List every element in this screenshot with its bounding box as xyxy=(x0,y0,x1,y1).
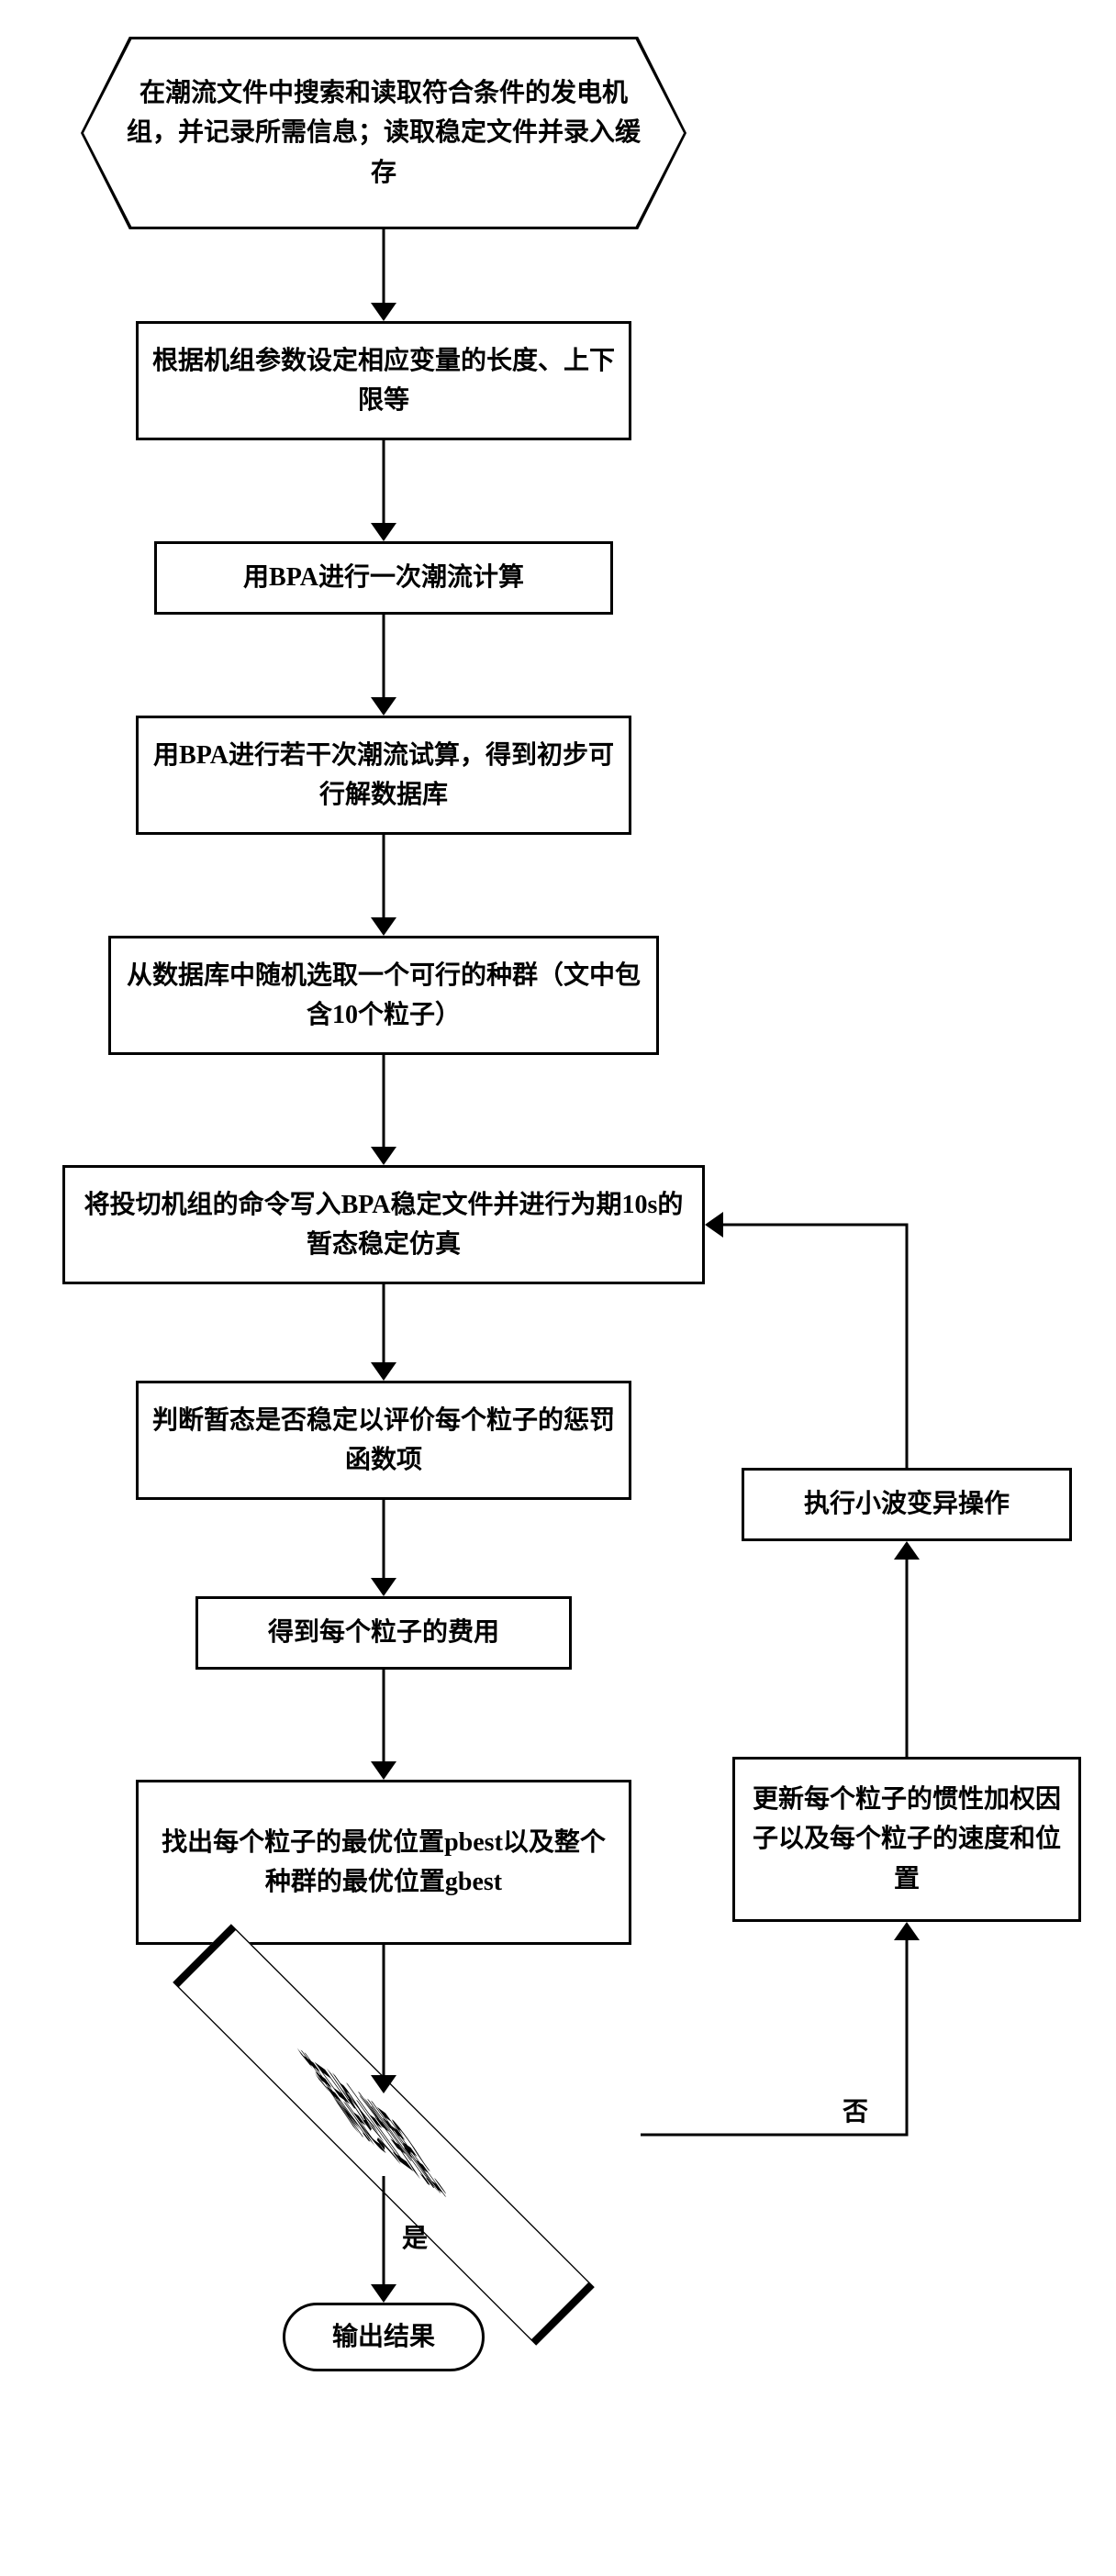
arrowhead xyxy=(371,2284,396,2303)
node-wavelet: 执行小波变异操作 xyxy=(742,1468,1072,1541)
arrowhead xyxy=(371,303,396,321)
arrowhead xyxy=(371,697,396,716)
node-update: 更新每个粒子的惯性加权因子以及每个粒子的速度和位置 xyxy=(732,1757,1081,1922)
node-p7: 得到每个粒子的费用 xyxy=(195,1596,572,1670)
node-start: 在潮流文件中搜索和读取符合条件的发电机组，并记录所需信息；读取稳定文件并录入缓存 xyxy=(81,37,686,229)
node-text: 根据机组参数设定相应变量的长度、上下限等 xyxy=(151,341,616,421)
node-p5: 将投切机组的命令写入BPA稳定文件并进行为期10s的暂态稳定仿真 xyxy=(62,1165,705,1284)
node-text: 在潮流文件中搜索和读取符合条件的发电机组，并记录所需信息；读取稳定文件并录入缓存 xyxy=(118,73,649,193)
node-text: 用BPA进行若干次潮流试算，得到初步可行解数据库 xyxy=(151,736,616,816)
node-p4: 从数据库中随机选取一个可行的种群（文中包含10个粒子） xyxy=(108,936,659,1055)
node-p6: 判断暂态是否稳定以评价每个粒子的惩罚函数项 xyxy=(136,1381,631,1500)
node-text: 满足终止判据？ xyxy=(279,2026,487,2245)
arrowhead xyxy=(371,523,396,541)
node-p1: 根据机组参数设定相应变量的长度、上下限等 xyxy=(136,321,631,440)
node-text: 将投切机组的命令写入BPA稳定文件并进行为期10s的暂态稳定仿真 xyxy=(78,1185,689,1265)
arrowhead xyxy=(371,1362,396,1381)
arrowhead xyxy=(894,1541,920,1560)
node-p2: 用BPA进行一次潮流计算 xyxy=(154,541,613,615)
arrowhead xyxy=(894,1922,920,1940)
node-text: 输出结果 xyxy=(332,2317,435,2357)
node-text: 得到每个粒子的费用 xyxy=(268,1613,499,1652)
edge-wavelet-p5 xyxy=(716,1225,907,1468)
edge-label-decision-end: 是 xyxy=(402,2218,428,2255)
node-text: 用BPA进行一次潮流计算 xyxy=(243,558,524,597)
edge-label-decision-update: 否 xyxy=(843,2092,868,2128)
node-text: 找出每个粒子的最优位置pbest以及整个种群的最优位置gbest xyxy=(151,1823,616,1903)
node-text: 从数据库中随机选取一个可行的种群（文中包含10个粒子） xyxy=(124,956,643,1036)
arrowhead xyxy=(371,1147,396,1165)
arrowhead xyxy=(371,1578,396,1596)
node-decision: 满足终止判据？ xyxy=(173,1924,595,2346)
flowchart-container: 在潮流文件中搜索和读取符合条件的发电机组，并记录所需信息；读取稳定文件并录入缓存… xyxy=(35,37,1081,2532)
arrowhead xyxy=(705,1212,723,1238)
node-text: 更新每个粒子的惯性加权因子以及每个粒子的速度和位置 xyxy=(748,1780,1066,1899)
node-text: 判断暂态是否稳定以评价每个粒子的惩罚函数项 xyxy=(151,1401,616,1481)
node-end: 输出结果 xyxy=(283,2303,485,2371)
node-text: 执行小波变异操作 xyxy=(804,1484,1010,1524)
node-p3: 用BPA进行若干次潮流试算，得到初步可行解数据库 xyxy=(136,716,631,835)
arrowhead xyxy=(371,1761,396,1780)
arrowhead xyxy=(371,917,396,936)
node-p8: 找出每个粒子的最优位置pbest以及整个种群的最优位置gbest xyxy=(136,1780,631,1945)
